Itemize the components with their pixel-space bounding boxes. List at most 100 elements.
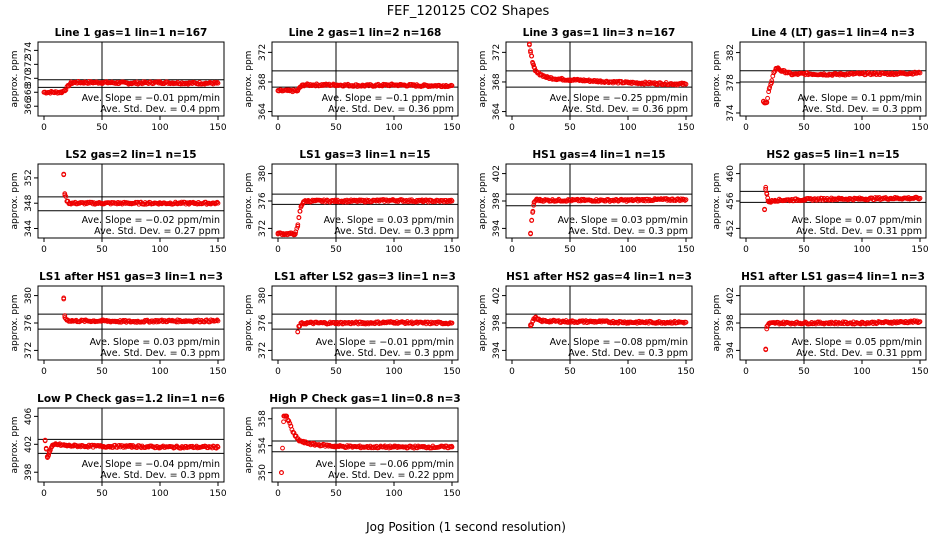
y-axis-label: approx. ppm: [10, 417, 20, 474]
data-point: [293, 433, 298, 439]
data-point: [157, 318, 163, 324]
x-tick-label: 150: [677, 123, 694, 133]
y-tick-label: 352: [24, 169, 34, 186]
data-point: [593, 79, 599, 85]
data-point: [64, 317, 70, 323]
data-point: [767, 199, 773, 205]
x-tick-label: 150: [209, 123, 226, 133]
chart-panel: LS1 after HS1 gas=3 lin=1 n=3 0 50 100 150 37…: [10, 271, 227, 377]
std-dev-annotation: Ave. Std. Dev. = 0.31 ppm: [796, 226, 922, 237]
data-point: [99, 200, 105, 206]
data-point: [74, 443, 79, 449]
slope-annotation: Ave. Slope = −0.1 ppm/min: [322, 93, 454, 104]
y-tick-label: 380: [258, 165, 268, 182]
data-point: [65, 83, 71, 89]
data-point: [896, 71, 902, 77]
data-point: [281, 413, 287, 419]
plot-frame: [271, 407, 459, 483]
data-point: [420, 198, 426, 204]
x-tick-label: 100: [853, 123, 870, 133]
x-tick-label: 0: [275, 367, 281, 377]
data-point: [333, 320, 339, 326]
data-point: [128, 200, 134, 206]
data-point: [70, 318, 76, 324]
data-point: [318, 198, 324, 203]
data-point: [772, 197, 778, 203]
data-point: [345, 320, 351, 326]
plot-frame: [37, 41, 225, 117]
data-point: [288, 423, 294, 429]
data-point: [104, 318, 109, 323]
data-point: [771, 69, 777, 75]
data-point: [137, 444, 143, 449]
y-tick-label: 374: [726, 104, 736, 121]
x-tick-label: 150: [209, 245, 226, 255]
data-point: [830, 72, 836, 77]
data-point: [446, 321, 452, 326]
data-point: [333, 198, 339, 204]
data-point: [533, 197, 539, 203]
data-point: [888, 71, 894, 77]
data-point: [766, 86, 772, 92]
data-point: [683, 81, 689, 87]
slope-annotation: Ave. Slope = −0.01 ppm/min: [316, 337, 454, 348]
x-tick-label: 0: [41, 245, 47, 255]
x-tick-label: 150: [443, 123, 460, 133]
x-tick-label: 100: [151, 123, 168, 133]
y-tick-label: 402: [726, 287, 736, 304]
data-point: [296, 437, 302, 443]
data-point: [179, 199, 185, 205]
data-point: [279, 470, 284, 475]
data-point: [449, 198, 455, 204]
data-point: [778, 68, 784, 74]
x-tick-label: 150: [209, 367, 226, 377]
data-point: [441, 83, 447, 89]
data-point: [128, 80, 134, 86]
x-tick-label: 100: [151, 367, 168, 377]
data-point: [680, 319, 686, 325]
y-tick-label: 402: [492, 165, 502, 182]
data-point: [766, 321, 772, 327]
data-point: [682, 198, 688, 203]
x-tick-label: 50: [96, 367, 108, 377]
data-point: [59, 89, 64, 95]
data-point: [214, 199, 220, 205]
data-point: [528, 323, 533, 329]
data-point: [157, 444, 163, 450]
chart-panel: Line 4 (LT) gas=1 lin=4 n=3 0 50 100 150 374 3…: [712, 27, 929, 133]
data-point: [391, 197, 397, 203]
chart-panel: Line 3 gas=1 lin=3 n=167 0 50 100 150 364 368 3…: [478, 27, 695, 133]
data-point: [295, 222, 301, 228]
data-point: [61, 171, 67, 177]
y-tick-label: 398: [492, 314, 502, 331]
panel-title: HS1 after HS2 gas=4 lin=1 n=3: [506, 271, 692, 283]
plot-frame: [37, 407, 225, 483]
x-tick-label: 50: [330, 367, 342, 377]
y-tick-label: 460: [726, 165, 736, 182]
data-point: [449, 83, 455, 89]
data-point: [391, 319, 397, 325]
plot-frame: [505, 41, 693, 117]
data-point: [41, 89, 47, 95]
data-point: [49, 443, 55, 449]
x-tick-label: 150: [209, 489, 226, 499]
chart-panel: LS2 gas=2 lin=1 n=15 0 50 100 150 344 348 352 ap…: [10, 149, 227, 255]
x-tick-label: 150: [911, 367, 928, 377]
data-point: [764, 191, 770, 197]
x-tick-label: 50: [330, 489, 342, 499]
y-tick-label: 398: [24, 463, 34, 480]
figure-title: FEF_120125 CO2 Shapes: [387, 4, 550, 19]
x-tick-label: 0: [275, 123, 281, 133]
data-point: [449, 320, 455, 326]
data-point: [286, 418, 291, 424]
data-point: [762, 206, 767, 212]
data-point: [654, 81, 660, 86]
data-point: [82, 80, 87, 85]
data-point: [333, 82, 339, 88]
data-point: [186, 444, 192, 450]
y-tick-label: 376: [258, 314, 268, 331]
x-tick-label: 50: [798, 367, 810, 377]
data-point: [166, 80, 172, 86]
x-tick-label: 50: [96, 489, 108, 499]
data-point: [538, 318, 544, 324]
